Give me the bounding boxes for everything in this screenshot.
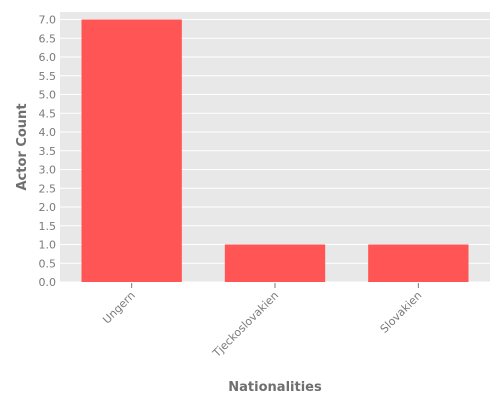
y-tick-label: 4.0	[39, 126, 57, 139]
y-tick-label: 2.0	[39, 201, 57, 214]
y-tick-label: 1.5	[39, 220, 57, 233]
y-axis-title: Actor Count	[15, 103, 30, 190]
bar-tjeckoslovakien	[224, 244, 326, 282]
y-tick-labels: 0.0 0.5 1.0 1.5 2.0 2.5 3.0 3.5 4.0 4.5 5.0 5.5 6.0 6…	[39, 14, 57, 290]
y-tick-label: 5.0	[39, 89, 57, 102]
y-tick-label: 3.5	[39, 145, 57, 158]
y-tick-label: 2.5	[39, 182, 57, 195]
y-tick-label: 7.0	[39, 14, 57, 27]
y-tick-label: 1.0	[39, 239, 57, 252]
x-tick-label: Slovakien	[378, 289, 425, 336]
y-tick-label: 4.5	[39, 107, 57, 120]
bars	[81, 19, 469, 282]
y-tick-label: 0.5	[39, 257, 57, 270]
x-tick-label: Tjeckoslovakien	[210, 289, 282, 361]
y-tick-label: 0.0	[39, 276, 57, 289]
bar-ungern	[81, 19, 182, 282]
x-tick-labels: Ungern Tjeckoslovakien Slovakien	[100, 283, 424, 361]
x-tick-label: Ungern	[100, 289, 138, 327]
x-axis-title: Nationalities	[228, 380, 322, 395]
y-tick-label: 6.0	[39, 51, 57, 64]
y-tick-label: 3.0	[39, 164, 57, 177]
y-tick-label: 6.5	[39, 32, 57, 45]
bar-slovakien	[368, 244, 469, 282]
y-tick-label: 5.5	[39, 70, 57, 83]
